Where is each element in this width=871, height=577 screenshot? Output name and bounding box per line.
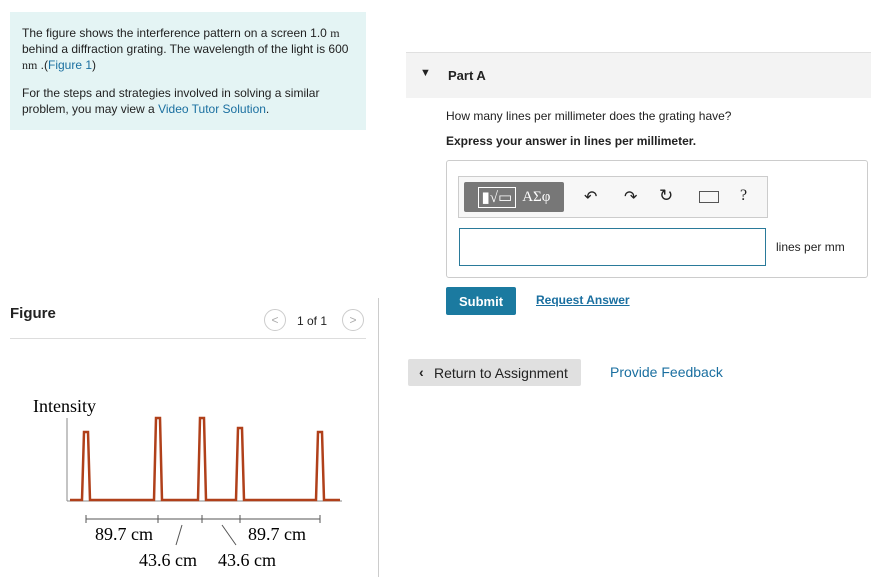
text: The figure shows the interference patter…	[22, 26, 331, 40]
dimension-label: 43.6 cm	[139, 550, 197, 570]
unit: m	[330, 26, 340, 40]
problem-strategy: For the steps and strategies involved in…	[15, 85, 361, 117]
undo-button[interactable]: ↶	[584, 189, 598, 206]
part-header[interactable]: ▼ Part A	[406, 52, 871, 98]
question: How many lines per millimeter does the g…	[446, 109, 732, 123]
return-label: Return to Assignment	[434, 365, 568, 381]
problem-box: The figure shows the interference patter…	[10, 12, 366, 130]
prev-button[interactable]: <	[264, 309, 286, 331]
text: behind a diffraction grating. The wavele…	[22, 42, 349, 56]
request-answer[interactable]: Request Answer	[536, 293, 630, 307]
sqrt-icon: ▮√▭	[477, 186, 517, 208]
pager: 1 of 1	[297, 314, 328, 328]
redo-button[interactable]: ↷	[624, 189, 638, 206]
feedback-link[interactable]: Provide Feedback	[610, 364, 723, 380]
collapse-icon: ▼	[420, 67, 431, 79]
dimension-label: 89.7 cm	[248, 524, 306, 544]
submit-button[interactable]: Submit	[446, 287, 516, 315]
dimension-label: 43.6 cm	[218, 550, 276, 570]
dimension-label: 89.7 cm	[95, 524, 153, 544]
figure-title: Figure	[10, 305, 56, 322]
divider	[378, 298, 379, 577]
problem-intro: The figure shows the interference patter…	[15, 25, 361, 73]
dimension-lines	[85, 515, 321, 546]
help-button[interactable]: ?	[740, 187, 748, 204]
unit: nm	[22, 58, 38, 72]
reset-button[interactable]: ↻	[659, 186, 674, 205]
figure-link[interactable]: Figure 1	[48, 58, 93, 72]
next-button[interactable]: >	[342, 309, 364, 331]
video-link[interactable]: Video Tutor Solution	[158, 102, 266, 116]
chevron: ‹	[419, 364, 424, 380]
part-title: Part A	[448, 68, 486, 83]
text: .(	[37, 58, 49, 72]
unit-label: lines per mm	[776, 240, 845, 254]
intensity-curve	[70, 416, 340, 502]
template-button[interactable]: ▮√▭ ΑΣφ	[464, 182, 564, 212]
instruction: Express your answer in lines per millime…	[446, 134, 697, 148]
answer-panel: ▮√▭ ΑΣφ ↶ ↷ ↻ ? lines per mm	[446, 160, 868, 278]
text: .	[265, 102, 270, 116]
toolbar: ▮√▭ ΑΣφ ↶ ↷ ↻ ?	[458, 176, 768, 218]
text: )	[92, 58, 97, 72]
figure: Intensity 89.7 cm 89.7 cm 43.6 cm 43.6 c…	[33, 396, 342, 570]
separator	[10, 338, 366, 339]
symbols-label: ΑΣφ	[522, 188, 551, 205]
keyboard-button[interactable]	[699, 191, 719, 203]
answer-input[interactable]	[459, 228, 766, 266]
return-button[interactable]: ‹ Return to Assignment	[408, 359, 581, 386]
y-label: Intensity	[33, 396, 96, 416]
text: For the steps and strategies involved in…	[22, 86, 320, 116]
